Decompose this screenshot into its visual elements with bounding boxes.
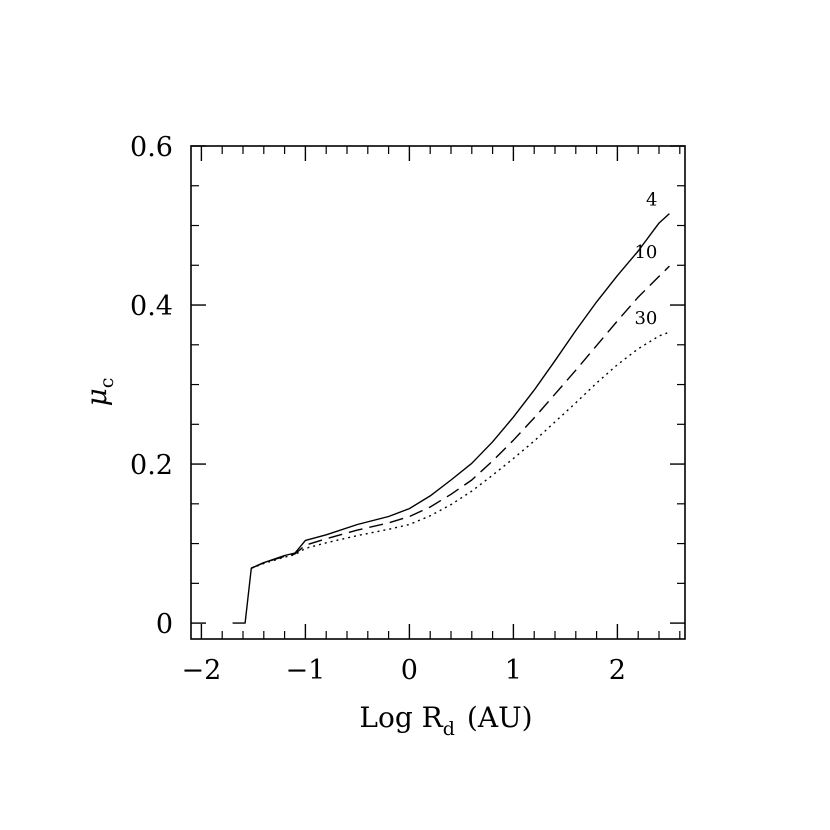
series-label-30: 30 — [634, 308, 657, 329]
x-tick-label: −1 — [285, 655, 325, 686]
series-line-30 — [251, 331, 670, 569]
plot-frame — [190, 145, 686, 640]
x-axis-title-unit: (AU) — [467, 701, 533, 734]
x-tick-label: 0 — [401, 655, 418, 686]
y-axis-title-main: μ — [80, 388, 113, 406]
minor-ticks — [191, 146, 685, 639]
series-labels: 4 10 30 — [634, 190, 657, 329]
y-tick-labels: 0 0.2 0.4 0.6 — [130, 132, 173, 640]
x-axis-title-subscript: d — [443, 718, 455, 740]
x-tick-label: −2 — [181, 655, 221, 686]
x-tick-label: 2 — [609, 655, 626, 686]
y-tick-label: 0 — [156, 609, 173, 640]
y-tick-label: 0.2 — [130, 450, 173, 481]
series-line-4 — [232, 213, 670, 624]
series-label-10: 10 — [634, 242, 657, 263]
y-axis-title-subscript: c — [96, 378, 118, 389]
x-tick-labels: −2 −1 0 1 2 — [181, 655, 626, 686]
major-ticks — [191, 145, 685, 639]
series-line-10 — [251, 265, 670, 569]
y-tick-label: 0.4 — [130, 291, 173, 322]
x-axis-title-main: Log R — [359, 701, 443, 734]
y-axis-title: μc — [80, 378, 118, 407]
x-axis-title: Log Rd (AU) — [359, 701, 532, 740]
series-label-4: 4 — [646, 190, 657, 211]
x-tick-label: 1 — [505, 655, 522, 686]
series-lines — [232, 213, 670, 624]
y-tick-label: 0.6 — [130, 132, 173, 163]
